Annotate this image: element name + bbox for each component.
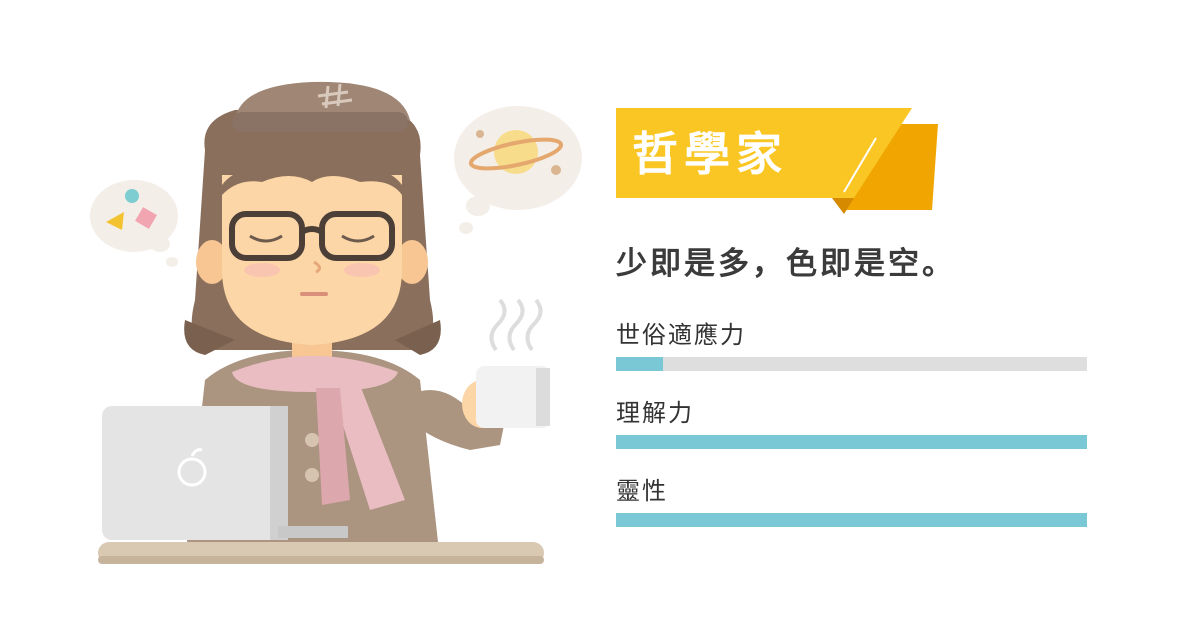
title-banner — [616, 108, 938, 214]
glasses-icon — [229, 211, 395, 261]
banner-main — [616, 108, 912, 198]
apple-logo-icon — [177, 448, 207, 487]
stat-comprehension: 理解力 — [616, 398, 1088, 449]
stat-label: 世俗適應力 — [616, 321, 746, 349]
thought-bubble-shapes-icon — [90, 180, 178, 267]
stat-label: 靈性 — [616, 477, 668, 505]
stat-bar-track — [616, 513, 1087, 527]
stat-bar-fill — [616, 435, 1087, 449]
beret-icon — [232, 81, 410, 132]
stat-bar-fill — [616, 513, 1087, 527]
card-title: 哲學家 — [632, 127, 788, 181]
stat-bar-track — [616, 435, 1087, 449]
stat-spirituality: 靈性 — [616, 476, 1088, 527]
stat-bar-track — [616, 357, 1087, 371]
stat-label: 理解力 — [616, 399, 694, 427]
thought-bubble-planet-icon — [454, 106, 582, 234]
coffee-mug-icon — [476, 298, 550, 428]
card-quote: 少即是多，色即是空。 — [616, 246, 956, 282]
laptop-icon — [102, 406, 348, 540]
philosopher-illustration — [90, 81, 582, 564]
stat-bar-fill — [616, 357, 664, 371]
stat-worldly-adaptability: 世俗適應力 — [616, 320, 1088, 371]
